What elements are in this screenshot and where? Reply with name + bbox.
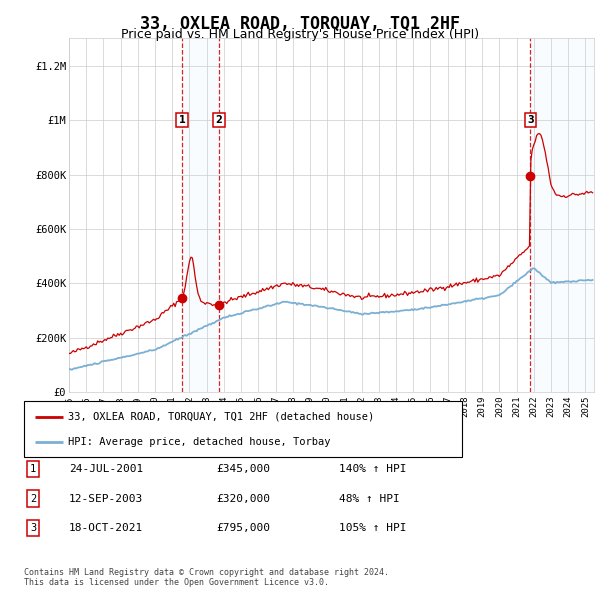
Text: £320,000: £320,000: [216, 494, 270, 503]
Text: 18-OCT-2021: 18-OCT-2021: [69, 523, 143, 533]
Text: 1: 1: [179, 115, 185, 125]
Text: 105% ↑ HPI: 105% ↑ HPI: [339, 523, 407, 533]
Text: 3: 3: [527, 115, 533, 125]
Bar: [530, 38, 600, 392]
Text: Contains HM Land Registry data © Crown copyright and database right 2024.
This d: Contains HM Land Registry data © Crown c…: [24, 568, 389, 587]
Text: 12-SEP-2003: 12-SEP-2003: [69, 494, 143, 503]
Text: 2: 2: [30, 494, 36, 503]
Text: 1: 1: [30, 464, 36, 474]
Text: 33, OXLEA ROAD, TORQUAY, TQ1 2HF: 33, OXLEA ROAD, TORQUAY, TQ1 2HF: [140, 15, 460, 33]
Text: Price paid vs. HM Land Registry's House Price Index (HPI): Price paid vs. HM Land Registry's House …: [121, 28, 479, 41]
Text: 2: 2: [215, 115, 223, 125]
FancyBboxPatch shape: [24, 401, 462, 457]
Text: HPI: Average price, detached house, Torbay: HPI: Average price, detached house, Torb…: [68, 437, 331, 447]
Text: 33, OXLEA ROAD, TORQUAY, TQ1 2HF (detached house): 33, OXLEA ROAD, TORQUAY, TQ1 2HF (detach…: [68, 412, 374, 422]
Text: £795,000: £795,000: [216, 523, 270, 533]
Bar: [182, 38, 219, 392]
Text: 24-JUL-2001: 24-JUL-2001: [69, 464, 143, 474]
Text: 140% ↑ HPI: 140% ↑ HPI: [339, 464, 407, 474]
Text: 3: 3: [30, 523, 36, 533]
Text: 48% ↑ HPI: 48% ↑ HPI: [339, 494, 400, 503]
Text: £345,000: £345,000: [216, 464, 270, 474]
